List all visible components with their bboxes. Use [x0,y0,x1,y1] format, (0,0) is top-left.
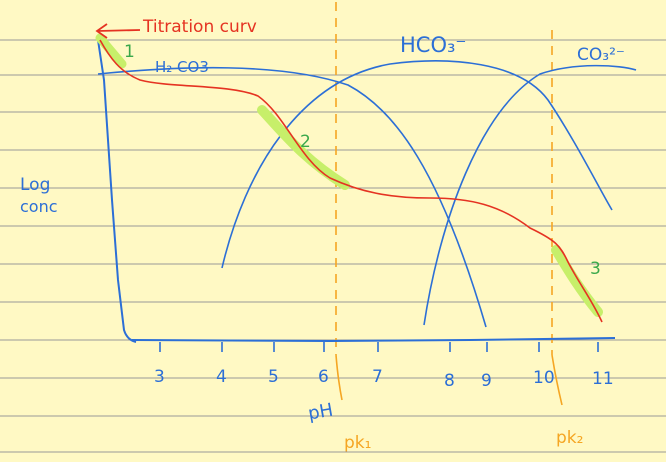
ruled-lines [0,39,666,453]
pk2-label: pk₂ [556,428,583,448]
x-tick-label: 6 [318,367,329,387]
hco3-curve-main [221,60,613,269]
highlight-2 [257,105,350,190]
hco3-curve-fall [492,116,558,240]
region-2-label: 2 [300,132,311,152]
x-tick-label: 5 [268,367,279,387]
y-axis-label-line1: Log [20,175,50,195]
titration-arrow-icon [95,23,141,39]
titration-label: Titration curv [142,17,257,37]
x-tick-label: 8 [444,371,455,391]
x-tick-label: 4 [216,367,227,387]
x-tick-label: 9 [481,371,492,391]
h2co3-label: H₂ CO3 [155,58,209,76]
pk2-line-tail [551,354,563,406]
x-tick-label: 3 [154,367,165,387]
x-axis-label: pH [306,400,334,425]
co3-label: CO₃²⁻ [577,45,625,65]
highlight-1 [95,33,127,69]
titration-curve [99,39,603,323]
x-tick-marks [159,342,599,352]
co3-curve [423,64,637,326]
titration-label-group: Titration curv [95,17,257,39]
x-tick-label: 11 [592,369,614,389]
region-1-label: 1 [124,42,135,62]
y-axis-label-line2: conc [20,197,58,216]
x-tick-labels: 3 4 5 6 7 8 9 10 11 [154,367,614,391]
hco3-descending [418,70,632,215]
hco3-label: HCO₃⁻ [400,33,467,57]
region-3-label: 3 [590,259,601,279]
pk1-line-tail [335,354,343,401]
axes [97,39,616,352]
pk-lines [335,2,563,406]
x-tick-label: 10 [533,368,555,388]
x-axis [131,337,616,343]
h2co3-curve [97,66,487,328]
y-axis [97,39,137,343]
pk1-label: pk₁ [344,433,371,453]
x-tick-label: 7 [372,367,383,387]
species-curves [97,60,637,328]
